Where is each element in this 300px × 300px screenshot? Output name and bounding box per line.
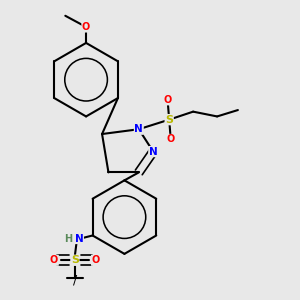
Text: N: N [75,234,84,244]
Text: O: O [92,255,100,265]
Text: O: O [167,134,175,145]
Text: O: O [82,22,90,32]
Text: O: O [50,255,58,265]
Text: N: N [134,124,143,134]
Text: O: O [164,95,172,105]
Text: N: N [149,147,158,157]
Text: S: S [71,255,79,265]
Text: H: H [64,234,73,244]
Text: S: S [165,115,173,124]
Text: /: / [73,274,77,286]
